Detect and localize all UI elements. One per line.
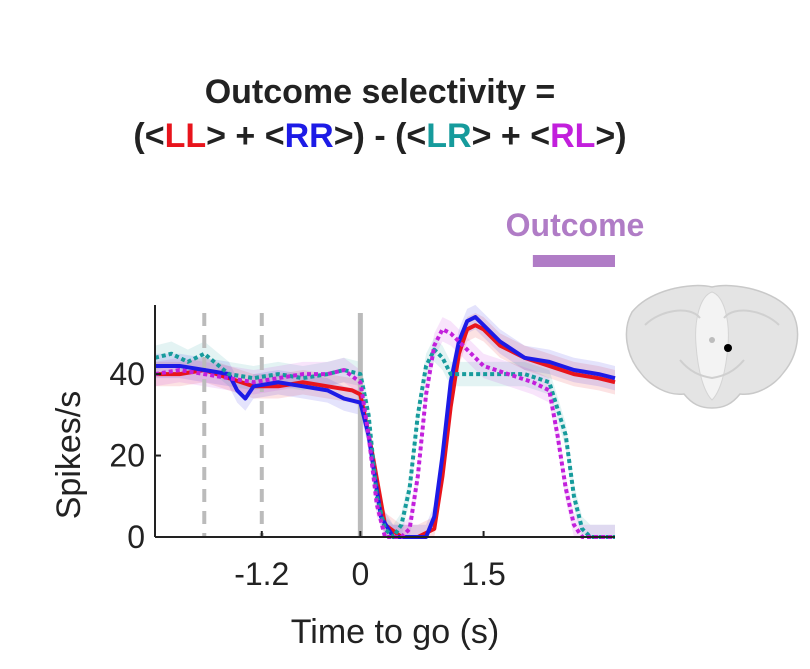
outcome-label: Outcome: [506, 207, 645, 243]
outcome-bar: [532, 255, 615, 267]
series-shading: [155, 304, 615, 537]
title-part-2: > + <: [206, 117, 285, 155]
series-band-RR: [155, 304, 615, 537]
x-axis-label: Time to go (s): [291, 613, 499, 651]
axes: 0 20 40 -1.2 0 1.5 Time to go (s) Spikes/s: [50, 305, 615, 651]
series-line-LR: [154, 347, 615, 539]
title-part-6: > + <: [471, 117, 551, 155]
event-lines: [202, 313, 363, 537]
brain-section-icon: [625, 284, 799, 409]
series-line-RL: [154, 327, 615, 539]
recording-site-marker: [724, 344, 732, 352]
title-part-4: >) - (<: [333, 117, 427, 155]
y-tick-label-0: 0: [127, 519, 145, 555]
title-part-0: (<: [133, 117, 165, 155]
chart-title-line2: (<LL> + <RR>) - (<LR> + <RL>): [0, 117, 760, 155]
y-tick-label-1: 20: [109, 438, 145, 474]
x-tick-label-1: 0: [351, 556, 369, 592]
chart-title-line1: Outcome selectivity =: [204, 73, 556, 111]
outcome-event: Outcome: [506, 207, 645, 267]
title-part-8: >): [595, 117, 627, 155]
title-part-7: RL: [550, 117, 596, 155]
y-tick-label-2: 40: [109, 356, 145, 392]
series-band-LL: [155, 313, 615, 537]
title-part-5: LR: [426, 117, 472, 155]
x-tick-label-0: -1.2: [234, 556, 289, 592]
x-tick-label-2: 1.5: [461, 556, 505, 592]
title-part-3: RR: [284, 117, 334, 155]
title-part-1: LL: [164, 117, 207, 155]
y-axis-label: Spikes/s: [50, 391, 88, 520]
